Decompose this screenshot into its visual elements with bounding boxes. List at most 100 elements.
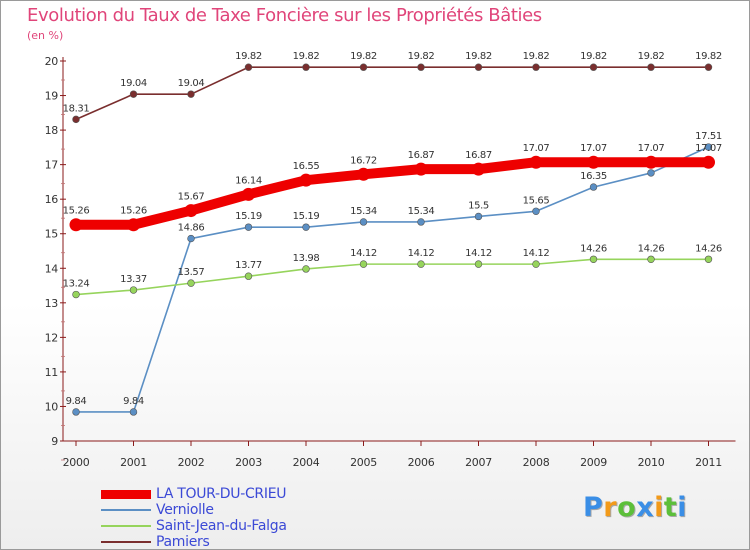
data-point: [129, 286, 138, 294]
data-point: [589, 183, 598, 191]
data-label: 19.82: [235, 51, 262, 62]
series-pamiers: 18.31 19.04 19.04 19.82 19.82 19.82 19.82 19.82…: [63, 51, 722, 124]
data-point: [242, 187, 255, 201]
data-label: 17.51: [695, 131, 722, 142]
data-label: 13.98: [293, 253, 320, 264]
data-point: [647, 255, 655, 263]
data-label: 15.19: [235, 211, 262, 222]
data-label: 9.84: [123, 396, 144, 407]
data-label: 16.87: [408, 150, 435, 161]
x-tick-label: 2005: [350, 456, 377, 469]
data-point: [414, 162, 428, 176]
legend-label: Pamiers: [156, 534, 210, 550]
data-label: 17.07: [523, 143, 550, 154]
data-point: [187, 234, 195, 243]
data-label: 16.35: [580, 171, 607, 182]
logo-letter: o: [617, 492, 637, 523]
data-point: [299, 173, 313, 187]
unit-label: (en %): [27, 29, 64, 42]
x-tick-label: 2008: [523, 456, 550, 469]
data-label: 14.12: [408, 248, 435, 259]
data-point: [644, 155, 658, 169]
legend-item: Verniolle: [101, 502, 287, 518]
series-line: [71, 157, 714, 230]
data-label: 17.07: [638, 143, 665, 154]
data-label: 19.04: [120, 78, 147, 89]
data-point: [302, 265, 310, 273]
data-label: 19.04: [178, 78, 205, 89]
data-label: 14.26: [695, 243, 722, 254]
x-tick-label: 2007: [465, 456, 492, 469]
data-label: 14.12: [350, 248, 377, 259]
data-point: [129, 90, 138, 98]
data-point: [187, 279, 195, 287]
data-point: [704, 255, 713, 263]
legend-swatch: [101, 525, 151, 527]
data-label: 14.26: [580, 243, 607, 254]
data-point: [302, 223, 310, 231]
data-point: [532, 63, 540, 71]
data-point: [529, 155, 543, 169]
data-point: [244, 63, 253, 71]
data-point: [359, 260, 368, 268]
chart-title: Evolution du Taux de Taxe Foncière sur l…: [27, 5, 542, 26]
data-point: [474, 260, 483, 268]
data-label: 13.37: [120, 274, 147, 285]
data-label: 9.84: [66, 396, 87, 407]
data-point: [702, 155, 715, 169]
data-label: 15.5: [468, 200, 489, 211]
legend-swatch: [101, 509, 151, 511]
data-point: [244, 223, 253, 231]
y-tick-label: 17: [45, 159, 59, 172]
data-label: 16.87: [465, 150, 492, 161]
data-label: 15.34: [408, 206, 435, 217]
legend-label: LA TOUR-DU-CRIEU: [156, 486, 287, 502]
data-point: [474, 212, 483, 221]
legend-label: Saint-Jean-du-Falga: [156, 518, 287, 534]
y-tick-label: 12: [45, 331, 58, 344]
data-label: 16.14: [235, 175, 262, 186]
y-tick-label: 15: [45, 228, 59, 241]
data-point: [587, 155, 600, 169]
data-label: 13.24: [63, 279, 90, 290]
legend-swatch: [101, 541, 151, 543]
x-tick-label: 2011: [695, 456, 722, 469]
data-label: 14.86: [178, 223, 205, 234]
y-tick-label: 14: [45, 262, 59, 275]
series-line: [75, 146, 710, 413]
series-line: [75, 66, 710, 121]
logo-letter: t: [663, 492, 678, 523]
axes: 9 10 11 12 13 14 15 16 17 18 19 20 2000 2001 2002 2003 2…: [45, 55, 736, 469]
data-label: 13.77: [235, 260, 262, 271]
data-point: [72, 115, 80, 124]
data-label: 16.55: [293, 161, 320, 172]
data-point: [69, 218, 83, 232]
logo-letter: r: [603, 492, 618, 523]
legend-item: LA TOUR-DU-CRIEU: [101, 486, 287, 502]
data-label: 18.31: [63, 103, 90, 114]
y-tick-label: 18: [45, 124, 59, 137]
data-point: [127, 218, 140, 232]
data-point: [359, 218, 368, 226]
y-tick-label: 19: [45, 90, 59, 103]
y-tick-label: 10: [45, 400, 59, 413]
legend: LA TOUR-DU-CRIEU Verniolle Saint-Jean-du-F…: [101, 486, 287, 550]
data-point: [72, 408, 80, 416]
data-label: 15.67: [178, 192, 205, 203]
data-label: 14.26: [638, 243, 665, 254]
data-point: [302, 63, 310, 71]
legend-item: Saint-Jean-du-Falga: [101, 518, 287, 534]
data-point: [704, 63, 713, 71]
logo-letter: x: [636, 492, 655, 523]
data-label: 19.82: [408, 51, 435, 62]
x-tick-label: 2009: [580, 456, 607, 469]
x-tick-label: 2002: [178, 456, 205, 469]
x-tick-label: 2001: [120, 456, 147, 469]
data-point: [72, 290, 80, 299]
data-label: 14.12: [465, 248, 492, 259]
data-label: 17.07: [580, 143, 607, 154]
data-label: 19.82: [638, 51, 665, 62]
data-label: 19.82: [350, 51, 377, 62]
y-tick-label: 20: [45, 55, 59, 68]
